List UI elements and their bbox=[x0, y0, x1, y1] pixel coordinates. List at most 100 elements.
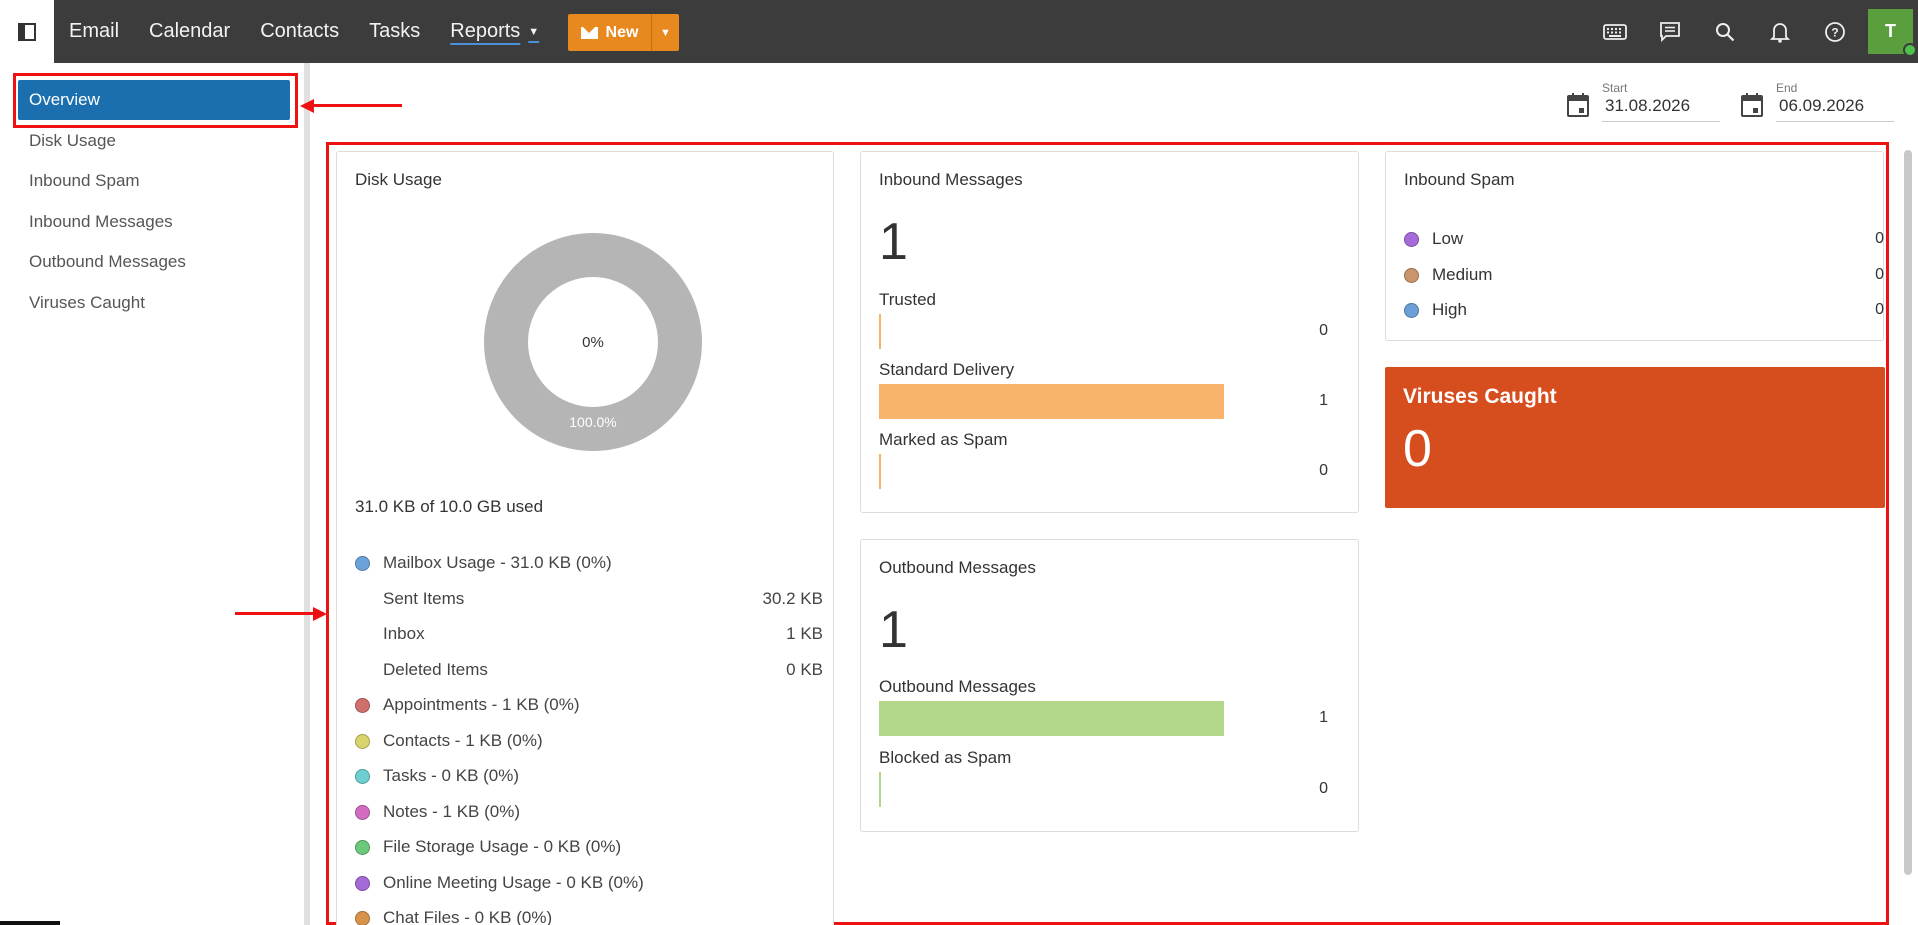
nav-tasks-label: Tasks bbox=[369, 20, 421, 42]
nav-calendar-label: Calendar bbox=[149, 20, 231, 42]
nav-email[interactable]: Email bbox=[54, 0, 134, 63]
usage-category-label: File Storage Usage - 0 KB (0%) bbox=[383, 837, 622, 856]
sidebar-toggle-button[interactable] bbox=[0, 0, 54, 63]
inbound-total: 1 bbox=[879, 213, 908, 271]
annotation-arrowhead-left bbox=[300, 99, 314, 113]
sidebar-item-label: Disk Usage bbox=[29, 131, 116, 150]
outbound-messages-label: Outbound Messages bbox=[879, 677, 1036, 696]
marked-as-spam-bar bbox=[879, 454, 1224, 489]
new-button[interactable]: New bbox=[568, 14, 651, 51]
sidebar-item-overview[interactable]: Overview bbox=[18, 80, 290, 120]
outbound-messages-card: Outbound Messages 1 Outbound Messages 1 … bbox=[860, 539, 1359, 832]
sidebar-item-inbound-spam[interactable]: Inbound Spam bbox=[18, 161, 290, 201]
chevron-down-icon: ▼ bbox=[660, 26, 671, 39]
reports-sidebar: Overview Disk Usage Inbound Spam Inbound… bbox=[0, 63, 310, 925]
content-scrollbar[interactable] bbox=[1904, 150, 1912, 875]
standard-delivery-label: Standard Delivery bbox=[879, 360, 1015, 379]
folder-row: Deleted Items 0 KB bbox=[383, 655, 823, 685]
help-icon: ? bbox=[1824, 21, 1845, 42]
help-button[interactable]: ? bbox=[1807, 0, 1862, 63]
sidebar-item-label: Overview bbox=[29, 90, 100, 109]
sidebar-item-outbound-messages[interactable]: Outbound Messages bbox=[18, 242, 290, 282]
sidebar-item-viruses-caught[interactable]: Viruses Caught bbox=[18, 283, 290, 323]
end-date-picker[interactable]: End 06.09.2026 bbox=[1734, 78, 1904, 124]
spam-level-label: Medium bbox=[1432, 265, 1493, 284]
annotation-highlight-content bbox=[326, 142, 1889, 925]
folder-name: Deleted Items bbox=[383, 660, 488, 679]
outbound-total: 1 bbox=[879, 601, 908, 659]
avatar[interactable]: T bbox=[1868, 9, 1917, 57]
spam-level-row: Medium 0 bbox=[1404, 260, 1884, 290]
usage-category-label: Chat Files - 0 KB (0%) bbox=[383, 908, 553, 925]
keyboard-button[interactable] bbox=[1587, 0, 1642, 63]
spam-level-label: High bbox=[1432, 300, 1467, 319]
new-dropdown-button[interactable]: ▼ bbox=[651, 14, 679, 51]
top-bar: Email Calendar Contacts Tasks Reports ▼ N… bbox=[0, 0, 1918, 63]
donut-segment bbox=[484, 233, 702, 451]
main-nav: Email Calendar Contacts Tasks Reports ▼ bbox=[54, 0, 554, 63]
usage-category-row: Tasks - 0 KB (0%) bbox=[355, 761, 823, 791]
start-date-picker[interactable]: Start 31.08.2026 bbox=[1560, 78, 1730, 124]
sidebar-item-disk-usage[interactable]: Disk Usage bbox=[18, 121, 290, 161]
viruses-caught-card: Viruses Caught 0 bbox=[1385, 367, 1885, 508]
sidebar-item-label: Viruses Caught bbox=[29, 293, 145, 312]
spam-level-value: 0 bbox=[1875, 266, 1884, 283]
legend-dot bbox=[355, 804, 370, 820]
nav-tasks[interactable]: Tasks bbox=[354, 0, 435, 63]
usage-category-row: Contacts - 1 KB (0%) bbox=[355, 726, 823, 756]
spam-level-value: 0 bbox=[1875, 301, 1884, 318]
usage-category-row: Online Meeting Usage - 0 KB (0%) bbox=[355, 868, 823, 898]
annotation-arrowhead-right bbox=[313, 607, 327, 621]
usage-category-label: Notes - 1 KB (0%) bbox=[383, 802, 520, 821]
usage-category-row: File Storage Usage - 0 KB (0%) bbox=[355, 832, 823, 862]
marked-as-spam-value: 0 bbox=[1319, 462, 1328, 479]
blocked-as-spam-bar-fill bbox=[879, 772, 881, 807]
outbound-messages-bar-fill bbox=[879, 701, 1224, 736]
nav-reports-label: Reports bbox=[450, 20, 521, 42]
annotation-arrow-content bbox=[235, 612, 315, 615]
search-button[interactable] bbox=[1697, 0, 1752, 63]
folder-row: Sent Items 30.2 KB bbox=[383, 584, 823, 614]
spam-level-value: 0 bbox=[1875, 230, 1884, 247]
legend-dot bbox=[1404, 267, 1419, 283]
nav-contacts[interactable]: Contacts bbox=[245, 0, 354, 63]
chat-button[interactable] bbox=[1642, 0, 1697, 63]
legend-dot bbox=[355, 875, 370, 891]
marked-as-spam-label: Marked as Spam bbox=[879, 430, 1008, 449]
disk-usage-card: Disk Usage 0% 100.0% 31.0 KB of 10.0 GB … bbox=[336, 151, 834, 925]
bell-icon bbox=[1769, 22, 1790, 43]
folder-size: 0 KB bbox=[786, 660, 823, 679]
usage-category-row: Appointments - 1 KB (0%) bbox=[355, 690, 823, 720]
legend-dot bbox=[355, 768, 370, 784]
card-title: Inbound Messages bbox=[879, 170, 1023, 189]
annotation-arrow-overview bbox=[312, 104, 402, 107]
standard-delivery-bar bbox=[879, 384, 1224, 419]
sidebar-item-inbound-messages[interactable]: Inbound Messages bbox=[18, 202, 290, 242]
legend-dot bbox=[1404, 302, 1419, 318]
new-button-label: New bbox=[605, 23, 639, 41]
svg-text:?: ? bbox=[1831, 25, 1838, 39]
marked-as-spam-bar-fill bbox=[879, 454, 881, 489]
folder-name: Sent Items bbox=[383, 589, 465, 608]
notifications-button[interactable] bbox=[1752, 0, 1807, 63]
start-date-label: Start bbox=[1602, 81, 1628, 95]
top-icons: ? T bbox=[1587, 0, 1918, 63]
sidebar-item-label: Inbound Spam bbox=[29, 171, 140, 190]
annotation-highlight-overview bbox=[13, 73, 298, 128]
nav-reports[interactable]: Reports ▼ bbox=[435, 0, 554, 63]
spam-level-label: Low bbox=[1432, 229, 1464, 248]
card-title: Disk Usage bbox=[355, 170, 442, 189]
search-icon bbox=[1715, 22, 1734, 41]
start-date-field[interactable]: 31.08.2026 bbox=[1602, 96, 1720, 122]
nav-calendar[interactable]: Calendar bbox=[134, 0, 245, 63]
nav-email-label: Email bbox=[69, 20, 120, 42]
donut-segment-label: 100.0% bbox=[569, 414, 617, 430]
new-button-group: New ▼ bbox=[568, 14, 679, 51]
usage-category-row: Chat Files - 0 KB (0%) bbox=[355, 903, 823, 925]
usage-category-label: Tasks - 0 KB (0%) bbox=[383, 766, 520, 785]
avatar-initial: T bbox=[1885, 21, 1896, 41]
donut-center-label: 0% bbox=[582, 333, 604, 351]
end-date-field[interactable]: 06.09.2026 bbox=[1776, 96, 1894, 122]
mailbox-usage-label: Mailbox Usage - 31.0 KB (0%) bbox=[383, 553, 612, 572]
legend-dot bbox=[355, 555, 370, 571]
